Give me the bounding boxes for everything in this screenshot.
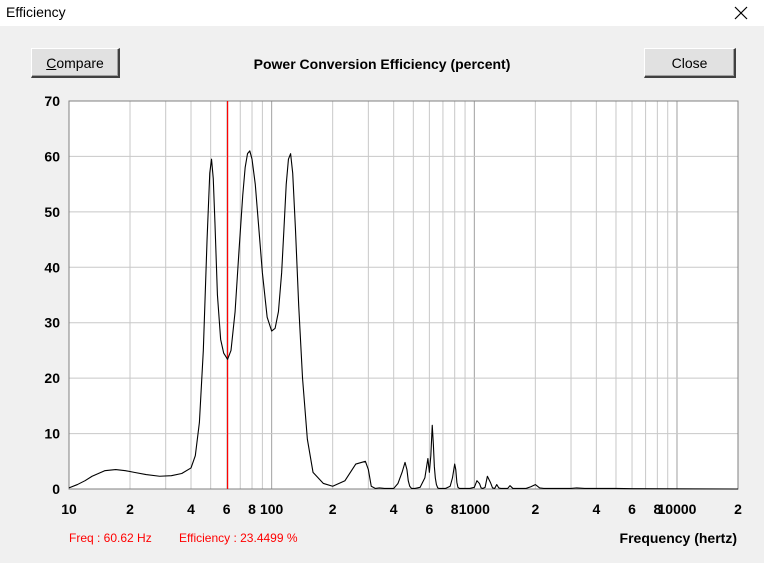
y-tick-label: 20: [44, 370, 60, 386]
plot-border: [68, 100, 739, 490]
x-tick-label: 4: [390, 501, 398, 517]
x-tick-label: 2: [329, 501, 337, 517]
x-tick-label: 10000: [658, 501, 697, 517]
window-close-button[interactable]: [718, 0, 764, 26]
x-tick-label: 8: [451, 501, 459, 517]
x-tick-label: 100: [260, 501, 284, 517]
x-tick-label: 4: [187, 501, 195, 517]
plot-area: [69, 101, 738, 489]
x-tick-label: 8: [248, 501, 256, 517]
y-tick-label: 60: [44, 148, 60, 164]
compare-accelerator: C: [46, 54, 57, 71]
x-tick-label: 4: [592, 501, 600, 517]
y-tick-label: 30: [44, 315, 60, 331]
x-tick-label: 8: [653, 501, 661, 517]
x-tick-label: 1000: [459, 501, 490, 517]
x-tick-label: 2: [734, 501, 742, 517]
x-tick-label: 6: [628, 501, 636, 517]
chart-title: Power Conversion Efficiency (percent): [253, 56, 511, 72]
y-tick-label: 40: [44, 259, 60, 275]
close-icon: [734, 6, 748, 20]
x-tick-label: 6: [425, 501, 433, 517]
close-button[interactable]: Close: [644, 48, 736, 78]
x-tick-label: 10: [61, 501, 77, 517]
x-tick-label: 2: [126, 501, 134, 517]
y-tick-label: 10: [44, 426, 60, 442]
y-tick-label: 0: [52, 481, 60, 497]
title-bar: Efficiency: [0, 0, 764, 26]
cursor-frequency-readout: Freq : 60.62 Hz: [69, 531, 152, 545]
x-axis-label: Frequency (hertz): [619, 530, 737, 546]
efficiency-curve: [68, 150, 739, 490]
y-tick-label: 50: [44, 204, 60, 220]
compare-label: ompare: [56, 54, 104, 71]
x-tick-label: 2: [531, 501, 539, 517]
cursor-efficiency-readout: Efficiency : 23.4499 %: [179, 531, 298, 545]
x-tick-label: 6: [223, 501, 231, 517]
window-title: Efficiency: [6, 4, 66, 20]
y-tick-label: 70: [44, 93, 60, 109]
